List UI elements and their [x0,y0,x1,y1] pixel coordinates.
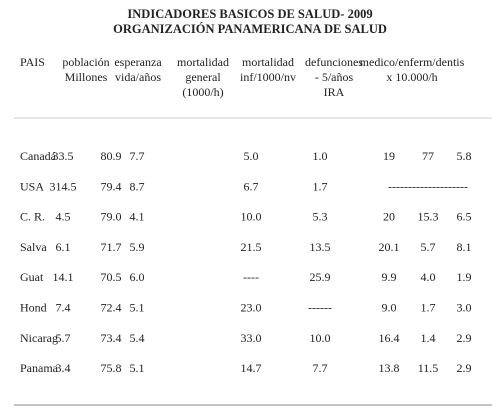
row-label: Hond [20,301,47,315]
cell: 70.5 [101,270,122,284]
cell: 6.0 [130,270,145,284]
cell: 14.7 [241,361,262,375]
cell: 1.0 [313,149,328,163]
row-label: Salva [20,240,47,254]
row-label: C. R. [20,210,45,224]
cell: 16.4 [379,331,400,345]
row-label: Nicarag [20,331,58,345]
cell: 11.5 [418,361,439,375]
cell: 72.4 [101,301,122,315]
row-label: USA [20,179,44,193]
column-header: vida/años [115,70,161,84]
cell: 13.8 [379,361,400,375]
cell: 15.3 [418,210,439,224]
cell: 7.7 [130,149,145,163]
cell: 5.1 [130,361,145,375]
cell: 314.5 [50,179,77,193]
cell: 5.9 [130,240,145,254]
cell: 79.4 [101,179,122,193]
cell: 23.0 [241,301,262,315]
column-header: - 5/años [315,70,354,84]
row-label: Guat [20,270,44,284]
cell: 73.4 [101,331,122,345]
cell: 77 [422,149,434,163]
cell: ------ [308,301,332,315]
cell: 13.5 [310,240,331,254]
cell: 80.9 [101,149,122,163]
cell: 10.0 [241,210,262,224]
cell: 6.5 [457,210,472,224]
cell: 33.0 [241,331,262,345]
cell: 5.1 [130,301,145,315]
cell: 75.8 [101,361,122,375]
cell: ---- [243,270,259,284]
cell: 5.7 [56,331,71,345]
cell: 9.0 [382,301,397,315]
column-header: x 10.000/h [386,70,437,84]
cell: 10.0 [310,331,331,345]
column-header: Millones [65,70,108,84]
cell: 2.9 [457,331,472,345]
cell: 5.7 [421,240,436,254]
column-header: esperanza [114,55,162,69]
cell: 8.1 [457,240,472,254]
cell: 19 [383,149,395,163]
column-header: mortalidad [177,55,229,69]
cell: 1.4 [421,331,436,345]
cell: 4.1 [130,210,145,224]
cell: 21.5 [241,240,262,254]
cell: 8.7 [130,179,145,193]
cell: 4.5 [56,210,71,224]
cell: 71.7 [101,240,122,254]
cell: 2.9 [457,361,472,375]
cell: 9.9 [382,270,397,284]
cell: 20.1 [379,240,400,254]
column-header: inf/1000/nv [240,70,296,84]
cell: 20 [383,210,395,224]
title: ORGANIZACIÓN PANAMERICANA DE SALUD [113,22,387,36]
row-label: Canadá [20,149,57,163]
row-label: Panama [20,361,59,375]
cell: 5.8 [457,149,472,163]
column-header: general [185,70,221,84]
column-header: defunciones [305,55,363,69]
cell: 79.0 [101,210,122,224]
cell: 3.0 [457,301,472,315]
cell: 1.7 [421,301,436,315]
cell: 1.9 [457,270,472,284]
cell: 25.9 [310,270,331,284]
cell: 14.1 [53,270,74,284]
column-header: (1000/h) [182,85,223,99]
column-header: PAIS [20,55,45,69]
cell: 6.1 [56,240,71,254]
cell: 5.3 [313,210,328,224]
cell: 3.4 [56,361,71,375]
cell: 6.7 [244,179,259,193]
column-header: medico/enferm/dentis [360,55,465,69]
cell: 4.0 [421,270,436,284]
cell: 7.7 [313,361,328,375]
cell: 5.0 [244,149,259,163]
cell: 33.5 [53,149,74,163]
column-header: mortalidad [242,55,294,69]
title: INDICADORES BASICOS DE SALUD- 2009 [127,7,372,21]
cell: -------------------- [388,179,468,193]
cell: 5.4 [130,331,145,345]
column-header: población [62,55,109,69]
cell: 7.4 [56,301,71,315]
cell: 1.7 [313,179,328,193]
column-header: IRA [324,85,345,99]
